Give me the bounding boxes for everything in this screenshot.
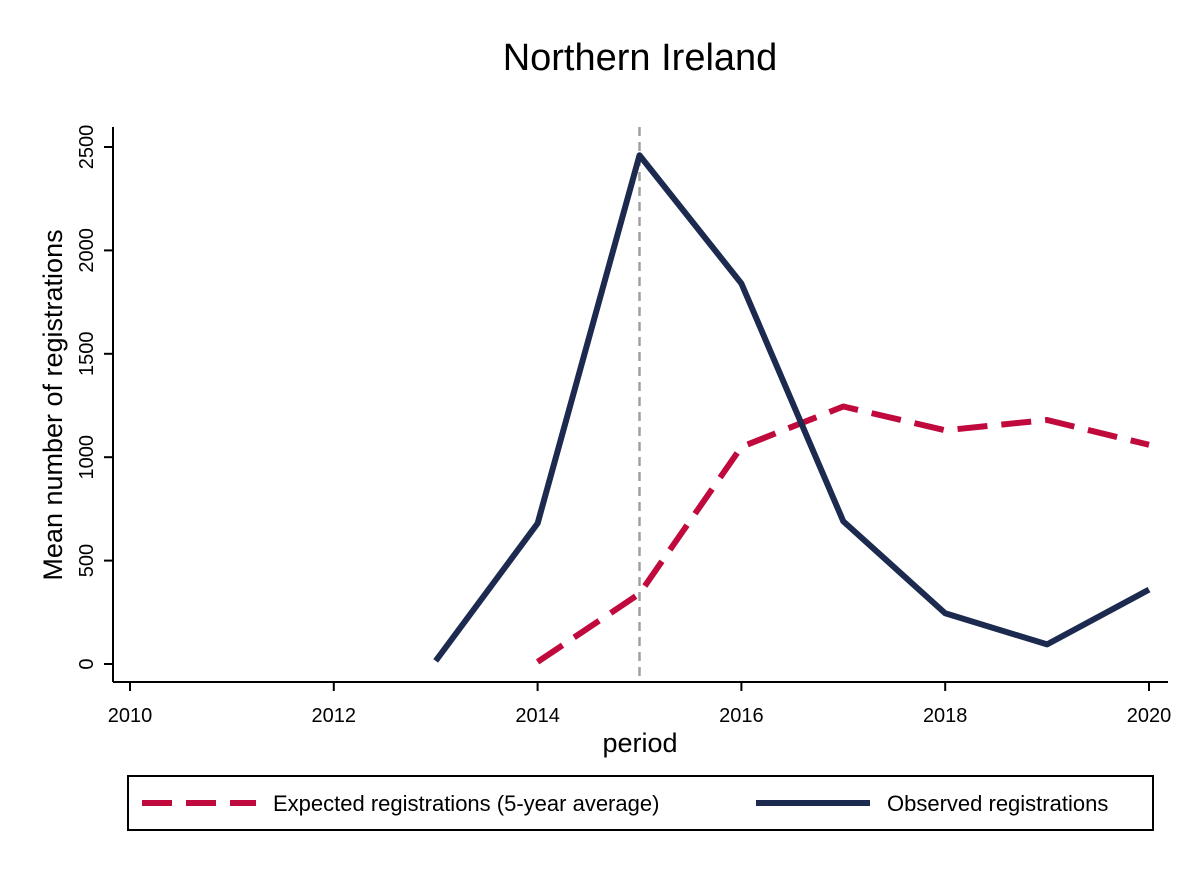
legend-label-2: Observed registrations: [887, 791, 1108, 816]
x-tick-label: 2014: [515, 705, 560, 727]
y-tick-label: 1500: [76, 332, 98, 377]
chart-title: Northern Ireland: [503, 37, 778, 79]
legend-box: [127, 775, 1154, 831]
series-lines: [433, 152, 1151, 665]
x-tick-label: 2012: [312, 705, 357, 727]
y-ticks: 0 500 1000 1500 2000 2500: [76, 125, 113, 670]
x-tick-label: 2018: [923, 705, 968, 727]
x-tick-label: 2020: [1127, 705, 1172, 727]
x-tick-label: 2010: [108, 705, 153, 727]
series-line-2: [433, 152, 1151, 663]
y-tick-label: 500: [76, 544, 98, 577]
y-tick-label: 2000: [76, 228, 98, 273]
legend-items: Expected registrations (5-year average) O…: [142, 791, 1108, 816]
legend-label-1: Expected registrations (5-year average): [273, 791, 659, 816]
y-tick-label: 0: [76, 658, 98, 669]
x-ticks: 2010 2012 2014 2016 2018 2020: [108, 682, 1172, 727]
x-axis-title: period: [602, 728, 677, 758]
y-tick-label: 1000: [76, 435, 98, 480]
series-line-1: [535, 403, 1150, 665]
y-tick-label: 2500: [76, 125, 98, 170]
x-tick-label: 2016: [719, 705, 764, 727]
y-axis-title: Mean number of registrations: [38, 229, 68, 580]
legend: Expected registrations (5-year average) O…: [127, 775, 1154, 831]
